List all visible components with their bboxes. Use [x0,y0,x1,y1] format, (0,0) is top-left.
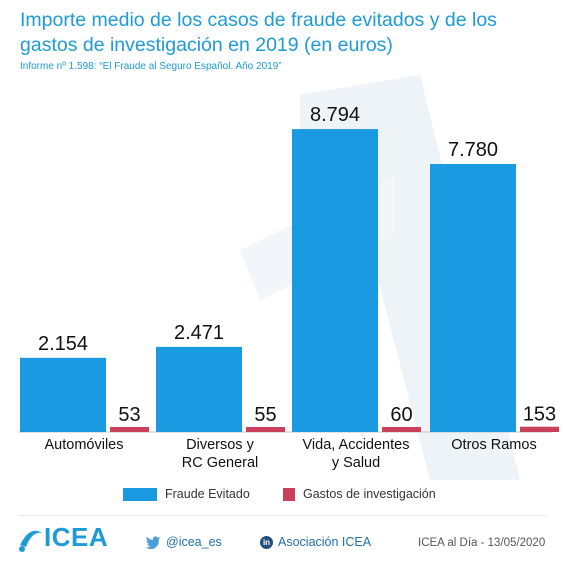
data-label-gastos-0: 53 [118,404,140,426]
data-label-fraude-1: 2.471 [174,322,224,344]
twitter-handle: @icea_es [166,535,222,549]
chart-title: Importe medio de los casos de fraude evi… [20,9,497,56]
twitter-link[interactable]: @icea_es [145,535,222,549]
bar-gastos-3 [520,426,559,432]
legend-label-fraude: Fraude Evitado [165,487,250,501]
legend-swatch-gastos [283,487,295,501]
category-label-2: Vida, Accidentes [303,437,410,453]
bar-gastos-2 [382,427,421,432]
data-label-gastos-3: 153 [523,404,556,426]
publication-date: ICEA al Día - 13/05/2020 [418,537,546,549]
category-label-2-line1: y Salud [332,455,380,471]
bar-chart: 2.154 2.471 8.794 7.780 53 55 60 153 Automóviles… [18,104,559,471]
legend-item-gastos: Gastos de investigación [283,486,436,502]
data-label-fraude-3: 7.780 [448,139,498,161]
chart-subtitle: Informe nº 1.598: “El Fraude al Seguro E… [20,61,282,72]
bar-fraude-0 [20,357,106,432]
data-label-fraude-0: 2.154 [38,333,88,355]
linkedin-link[interactable]: in Asociación ICEA [260,535,371,549]
twitter-icon [145,536,160,549]
linkedin-name: Asociación ICEA [278,535,372,549]
data-label-gastos-1: 55 [254,404,276,426]
category-label-1: Diversos y [186,437,254,453]
icea-logo-icon [19,530,42,552]
category-label-1-line1: RC General [182,455,259,471]
legend-label-gastos: Gastos de investigación [303,487,436,501]
category-label-0: Automóviles [45,437,124,453]
bar-fraude-3 [430,164,516,432]
data-label-fraude-2: 8.794 [310,104,360,126]
footer-divider [20,515,547,516]
category-label-3: Otros Ramos [451,437,536,453]
data-label-gastos-2: 60 [390,404,412,426]
icea-logo[interactable]: ICEA [16,522,108,553]
legend-swatch-fraude [123,487,157,501]
bar-fraude-1 [156,346,242,432]
linkedin-icon: in [260,535,273,549]
bar-gastos-1 [246,427,285,432]
bar-fraude-2 [292,129,378,432]
icea-logo-text: ICEA [44,522,109,552]
legend-item-fraude: Fraude Evitado [123,486,250,502]
bar-gastos-0 [110,427,149,432]
